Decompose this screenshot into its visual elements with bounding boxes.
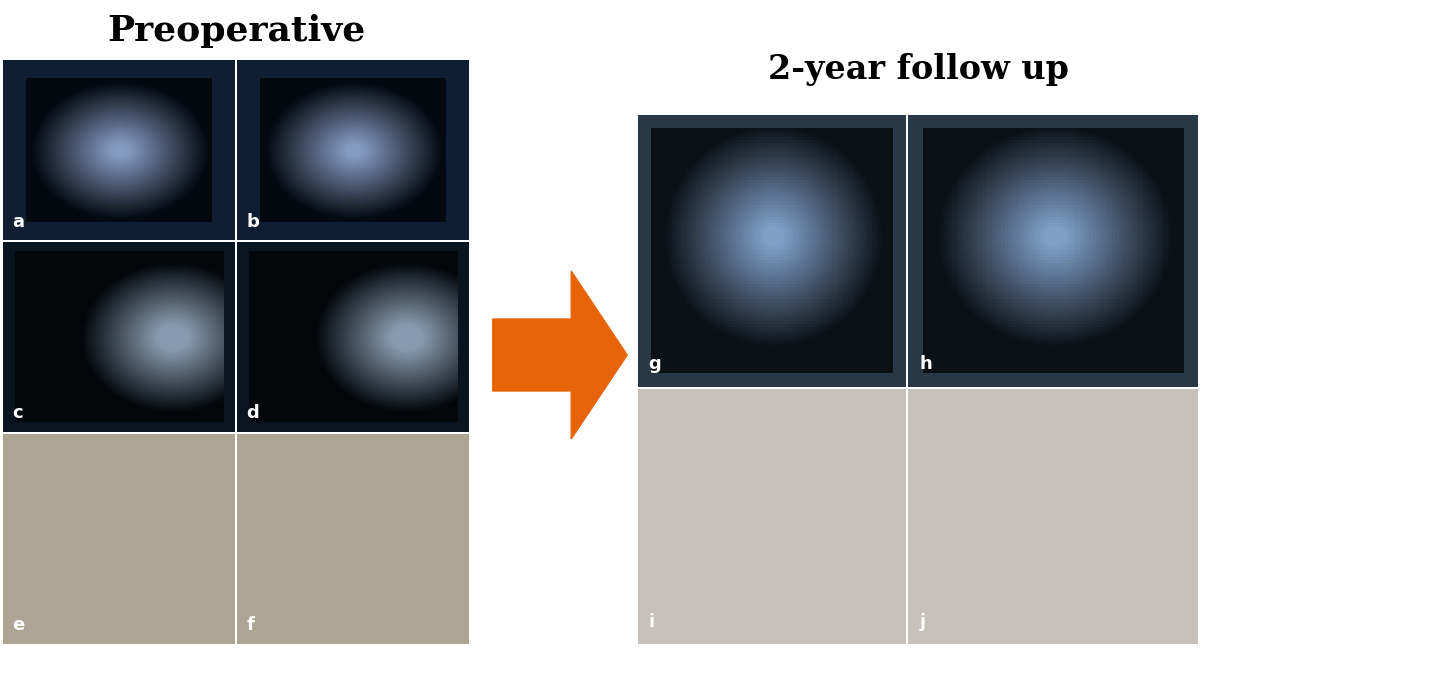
Text: b: b bbox=[247, 213, 258, 231]
Text: Preoperative: Preoperative bbox=[106, 14, 365, 48]
Text: f: f bbox=[247, 615, 254, 633]
Text: e: e bbox=[13, 615, 24, 633]
Text: i: i bbox=[649, 613, 655, 631]
Text: 2-year follow up: 2-year follow up bbox=[768, 52, 1068, 86]
Text: a: a bbox=[13, 213, 24, 231]
Text: d: d bbox=[247, 404, 258, 422]
Text: c: c bbox=[13, 404, 23, 422]
Polygon shape bbox=[493, 271, 628, 439]
Text: g: g bbox=[649, 355, 662, 373]
Text: h: h bbox=[919, 355, 932, 373]
Text: j: j bbox=[919, 613, 926, 631]
